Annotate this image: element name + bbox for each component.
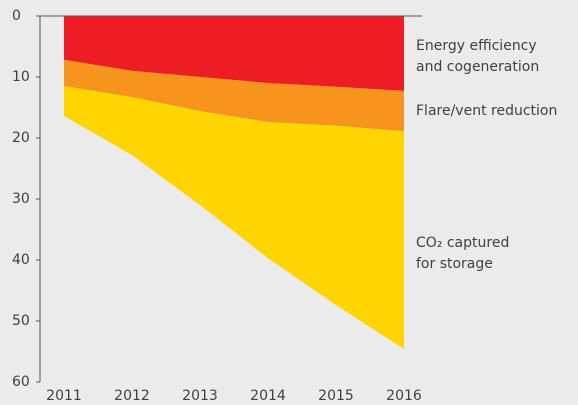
y-tick-label: 40 xyxy=(12,252,30,268)
x-tick-label: 2012 xyxy=(114,388,150,404)
series-label: Flare/vent reduction xyxy=(416,103,558,119)
x-tick-label: 2015 xyxy=(318,388,354,404)
y-tick-label: 0 xyxy=(12,8,21,24)
area xyxy=(64,59,404,132)
area xyxy=(64,16,404,92)
x-tick-label: 2016 xyxy=(386,388,422,404)
series-label: Energy efficiency and cogeneration xyxy=(416,38,540,75)
x-tick-label: 2011 xyxy=(46,388,82,404)
x-tick-label: 2013 xyxy=(182,388,218,404)
y-tick-label: 20 xyxy=(12,130,30,146)
x-tick-label: 2014 xyxy=(250,388,286,404)
series-label: CO₂ captured for storage xyxy=(416,235,510,272)
y-tick-label: 50 xyxy=(12,313,30,329)
y-tick-label: 30 xyxy=(12,191,30,207)
y-tick-label: 60 xyxy=(12,374,30,390)
area xyxy=(64,86,404,350)
y-tick-label: 10 xyxy=(12,69,30,85)
